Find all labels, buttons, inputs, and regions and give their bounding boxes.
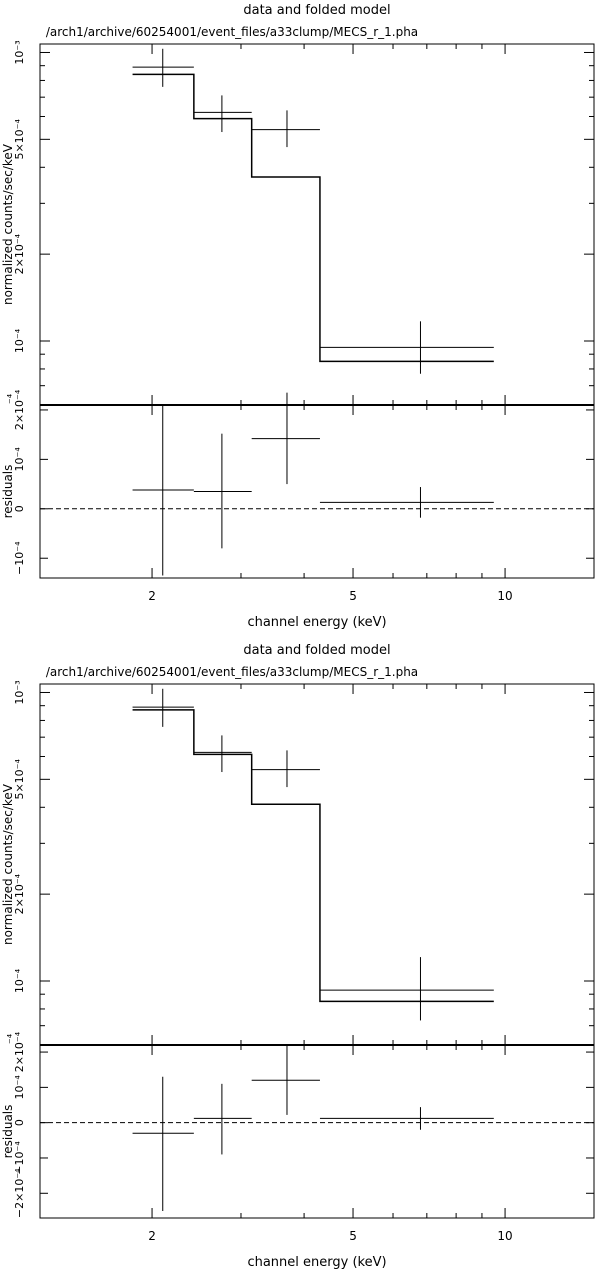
y-axis-label: normalized counts/sec/keV xyxy=(1,783,15,945)
data-point xyxy=(132,688,194,727)
residual-point xyxy=(193,433,252,549)
folded-model-step-line xyxy=(132,73,494,363)
main-plot-frame xyxy=(39,683,595,1046)
x-tick-label: 5 xyxy=(349,589,357,603)
chart-title: data and folded model xyxy=(243,643,390,658)
chart-subtitle: /arch1/archive/60254001/event_files/a33c… xyxy=(46,25,418,39)
residual-point xyxy=(132,405,194,576)
residual-point xyxy=(193,1083,252,1155)
residual-point xyxy=(251,1045,320,1115)
data-point xyxy=(193,95,252,133)
data-point xyxy=(319,957,494,1021)
x-axis-label: channel energy (keV) xyxy=(247,615,386,630)
chart-title: data and folded model xyxy=(243,3,390,18)
residuals-axis-label: residuals xyxy=(1,465,15,519)
residual-point xyxy=(251,392,320,485)
residual-y-tick-label: −2×10⁻⁴ xyxy=(13,1168,26,1218)
residual-y-tick-label: 0 xyxy=(13,505,26,512)
data-point xyxy=(319,321,494,374)
residual-point xyxy=(319,487,494,518)
residual-plot-frame xyxy=(39,1044,595,1219)
main-plot-frame xyxy=(39,43,595,406)
y-tick-label: 2×10⁻⁴ xyxy=(13,873,26,914)
data-point xyxy=(251,110,320,148)
chart-panel-2: data and folded model/arch1/archive/6025… xyxy=(1,643,595,1270)
data-point xyxy=(251,750,320,788)
x-tick-label: 10 xyxy=(497,1229,512,1243)
x-tick-label: 2 xyxy=(148,589,156,603)
residual-y-tick-label: 2×10⁻⁴ xyxy=(13,389,26,430)
y-tick-label: 10⁻³ xyxy=(13,680,26,704)
y-tick-label: 10⁻⁴ xyxy=(13,328,26,353)
residual-y-tick-label: 10⁻⁴ xyxy=(13,447,26,472)
chart-subtitle: /arch1/archive/60254001/event_files/a33c… xyxy=(46,665,418,679)
x-tick-label: 2 xyxy=(148,1229,156,1243)
residual-y-tick-label: −10⁻⁴ xyxy=(13,541,26,575)
x-tick-label: 10 xyxy=(497,589,512,603)
residual-y-tick-label: 2×10⁻⁴ xyxy=(13,1031,26,1072)
data-point xyxy=(132,48,194,87)
y-axis-label: normalized counts/sec/keV xyxy=(1,143,15,305)
residual-y-tick-label: 10⁻⁴ xyxy=(13,1075,26,1100)
y-tick-label: 10⁻⁴ xyxy=(13,968,26,993)
residual-y-tick-label: 0 xyxy=(13,1119,26,1126)
residual-point xyxy=(319,1107,494,1130)
x-axis-label: channel energy (keV) xyxy=(247,1255,386,1270)
chart-panel-1: data and folded model/arch1/archive/6025… xyxy=(1,3,595,630)
y-tick-label: 5×10⁻⁴ xyxy=(13,759,26,800)
y-tick-label: 2×10⁻⁴ xyxy=(13,233,26,274)
data-point xyxy=(193,735,252,773)
residual-y-tick-label: −10⁻⁴ xyxy=(13,1141,26,1175)
y-tick-label: ⁻⁴ xyxy=(5,1033,18,1044)
residuals-axis-label: residuals xyxy=(1,1105,15,1159)
y-tick-label: 5×10⁻⁴ xyxy=(13,119,26,160)
folded-model-step-line xyxy=(132,709,494,1003)
x-tick-label: 5 xyxy=(349,1229,357,1243)
residual-point xyxy=(132,1076,194,1211)
residual-plot-frame xyxy=(39,404,595,579)
y-tick-label: 10⁻³ xyxy=(13,40,26,64)
y-tick-label: ⁻⁴ xyxy=(5,393,18,404)
